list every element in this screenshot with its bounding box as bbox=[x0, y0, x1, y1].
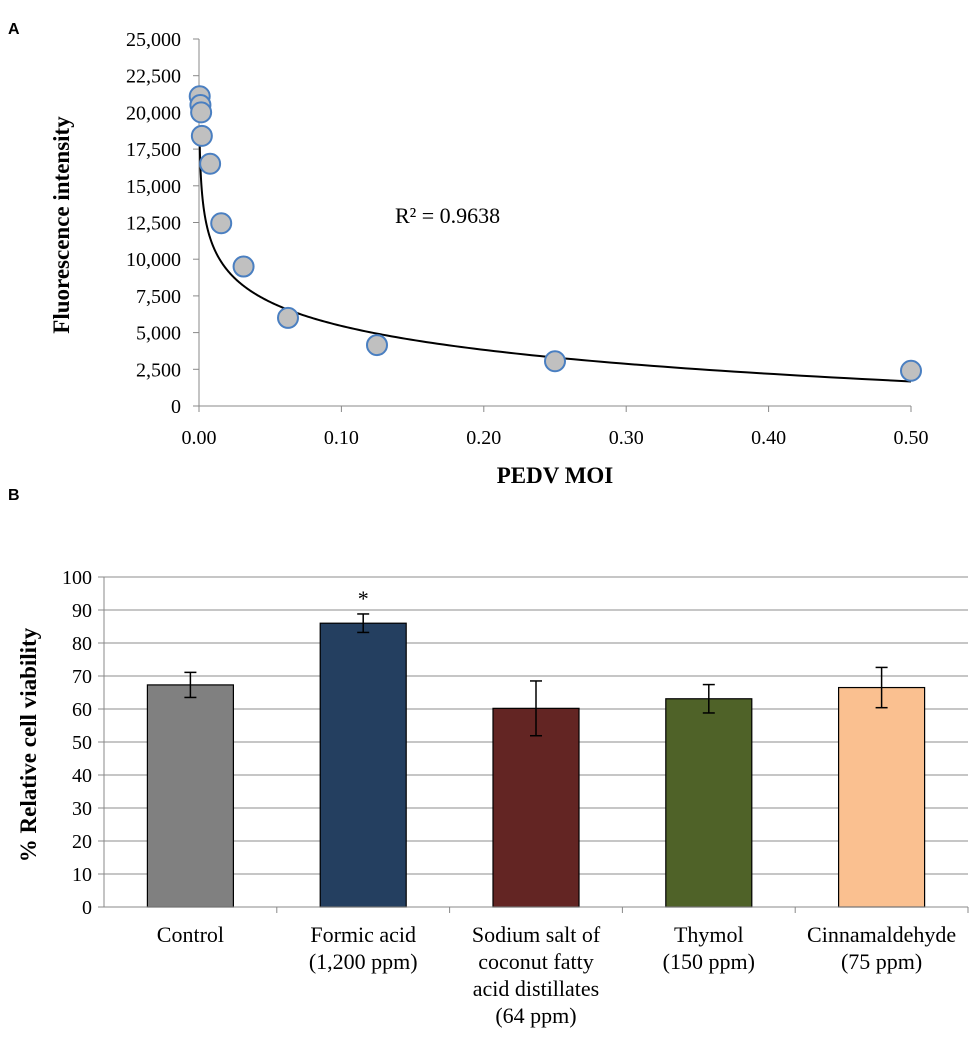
y-tick-label: 10 bbox=[72, 864, 92, 886]
data-point bbox=[210, 212, 233, 235]
bar bbox=[665, 698, 753, 908]
y-tick-label: 60 bbox=[72, 699, 92, 721]
x-tick-label: 0.10 bbox=[324, 427, 359, 449]
bar bbox=[492, 707, 580, 908]
significance-markers: * bbox=[358, 586, 369, 611]
data-point bbox=[900, 359, 922, 382]
y-tick-label: 25,000 bbox=[126, 29, 181, 51]
x-tick-label: 0.40 bbox=[751, 427, 786, 449]
bar-chart: 0 10 20 30 40 50 60 70 80 90 100 * Control Formic a… bbox=[16, 567, 969, 1028]
scatter-chart: 0 2,500 5,000 7,500 10,000 12,500 15,000 17,500… bbox=[49, 29, 929, 488]
y-tick-label: 2,500 bbox=[136, 359, 181, 381]
category-label: Cinnamaldehyde bbox=[807, 922, 956, 947]
y-tick-label: 90 bbox=[72, 600, 92, 622]
y-axis-ticks: 0 2,500 5,000 7,500 10,000 12,500 15,000 17,500… bbox=[126, 29, 199, 418]
x-tick-label: 0.00 bbox=[182, 427, 217, 449]
bar bbox=[837, 686, 926, 908]
data-point bbox=[366, 334, 388, 357]
data-point bbox=[277, 306, 299, 329]
y-tick-label: 70 bbox=[72, 666, 92, 688]
panel-label-b: B bbox=[8, 487, 20, 504]
category-label: (1,200 ppm) bbox=[309, 949, 418, 974]
y-tick-label: 10,000 bbox=[126, 249, 181, 271]
category-label: Sodium salt of bbox=[472, 922, 601, 947]
y-axis-title: Fluorescence intensity bbox=[49, 116, 74, 334]
x-tick-label: 0.30 bbox=[609, 427, 644, 449]
data-point bbox=[232, 255, 255, 278]
y-tick-label: 7,500 bbox=[136, 286, 181, 308]
category-label: (64 ppm) bbox=[495, 1003, 576, 1028]
x-tick-label: 0.20 bbox=[466, 427, 501, 449]
panel-label-a: A bbox=[8, 21, 20, 38]
y-tick-label: 15,000 bbox=[126, 176, 181, 198]
y-tick-label: 20,000 bbox=[126, 102, 181, 124]
bar bbox=[319, 622, 407, 908]
data-points bbox=[188, 85, 922, 382]
data-point bbox=[190, 101, 213, 124]
category-label: Thymol bbox=[674, 922, 744, 947]
category-label: coconut fatty bbox=[478, 949, 593, 974]
y-tick-label: 40 bbox=[72, 765, 92, 787]
category-label: Control bbox=[157, 922, 224, 947]
y-tick-label: 0 bbox=[171, 396, 181, 418]
category-label: Formic acid bbox=[310, 922, 416, 947]
error-bars bbox=[184, 613, 888, 737]
significance-star: * bbox=[358, 586, 369, 611]
x-axis-ticks: 0.00 0.10 0.20 0.30 0.40 0.50 bbox=[182, 406, 929, 449]
y-tick-label: 30 bbox=[72, 798, 92, 820]
y-tick-label: 50 bbox=[72, 732, 92, 754]
y-axis-ticks: 0 10 20 30 40 50 60 70 80 90 100 bbox=[62, 567, 104, 919]
y-tick-label: 17,500 bbox=[126, 139, 181, 161]
category-label: (150 ppm) bbox=[663, 949, 755, 974]
y-tick-label: 80 bbox=[72, 633, 92, 655]
r-squared-annotation: R² = 0.9638 bbox=[395, 203, 500, 228]
y-axis-title: % Relative cell viability bbox=[16, 627, 41, 862]
category-label: acid distillates bbox=[473, 976, 599, 1001]
y-tick-label: 12,500 bbox=[126, 213, 181, 235]
bars bbox=[146, 622, 926, 908]
data-point bbox=[199, 152, 222, 175]
category-labels: Control Formic acid(1,200 ppm) Sodium salt… bbox=[157, 907, 969, 1028]
data-point bbox=[190, 124, 213, 147]
x-tick-label: 0.50 bbox=[894, 427, 929, 449]
y-tick-label: 5,000 bbox=[136, 323, 181, 345]
category-label: (75 ppm) bbox=[841, 949, 922, 974]
bar bbox=[146, 684, 234, 908]
y-tick-label: 0 bbox=[82, 897, 92, 919]
x-axis-title: PEDV MOI bbox=[497, 463, 614, 488]
y-tick-label: 20 bbox=[72, 831, 92, 853]
trendline bbox=[198, 135, 912, 383]
y-tick-label: 100 bbox=[62, 567, 92, 589]
y-tick-label: 22,500 bbox=[126, 66, 181, 88]
data-point bbox=[544, 350, 566, 373]
